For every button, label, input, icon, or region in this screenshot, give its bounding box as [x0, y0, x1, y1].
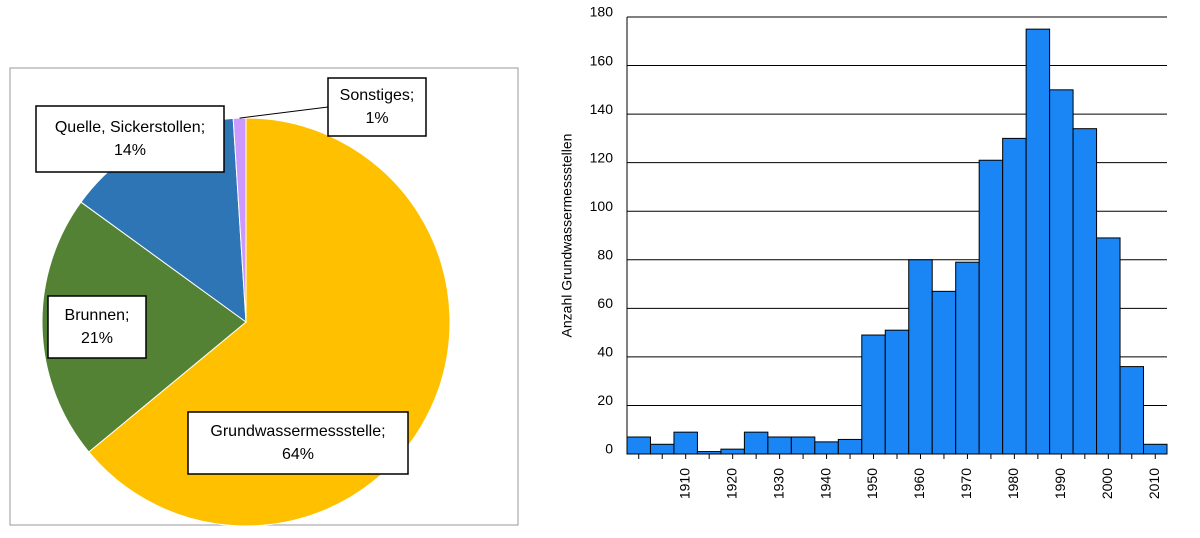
slice-name: Brunnen; — [65, 307, 130, 324]
y-tick-label: 40 — [597, 344, 613, 360]
bar — [767, 436, 792, 455]
bar — [673, 431, 698, 455]
bar — [978, 159, 1004, 455]
x-tick-label: 1990 — [1052, 468, 1068, 499]
slice-name: Sonstiges; — [340, 87, 415, 104]
bar — [884, 329, 910, 455]
x-tick-label: 1960 — [911, 468, 927, 499]
bar — [696, 451, 722, 455]
bar — [1025, 28, 1051, 455]
x-tick-label: 2000 — [1099, 468, 1115, 499]
bar — [1049, 89, 1074, 455]
pie-chart: Grundwassermessstelle; 64% Brunnen; 21% Quel… — [35, 77, 451, 527]
slice-name: Grundwassermessstelle; — [210, 423, 385, 440]
y-tick-label: 0 — [605, 441, 613, 457]
x-tick-label: 1940 — [817, 468, 833, 499]
y-tick-label: 20 — [597, 392, 613, 408]
y-tick-label: 180 — [590, 4, 614, 20]
bar-chart: 0 20 40 60 80 100 120 140 160 180 Anzahl Grundwass… — [559, 4, 1168, 499]
bar — [931, 290, 957, 455]
bar — [1143, 443, 1168, 455]
y-tick-label: 100 — [590, 198, 614, 214]
x-tick-label: 1920 — [723, 468, 739, 499]
slice-value-label: 14% — [114, 142, 146, 159]
bar — [790, 436, 816, 455]
slice-value-label: 64% — [282, 446, 314, 463]
bar — [720, 448, 745, 455]
bar — [1002, 137, 1027, 455]
bar — [837, 438, 863, 455]
x-tick-label: 1950 — [864, 468, 880, 499]
bar — [743, 431, 769, 455]
bar — [1119, 366, 1145, 455]
bar — [626, 436, 651, 455]
bar — [861, 334, 886, 455]
slice-name: Quelle, Sickerstollen; — [55, 119, 205, 136]
bar — [908, 259, 933, 455]
bar — [1096, 237, 1121, 455]
x-tick-label: 1910 — [676, 468, 692, 499]
y-tick-label: 160 — [590, 52, 614, 68]
label-box — [47, 295, 147, 359]
y-tick-label: 60 — [597, 295, 613, 311]
y-tick-label: 120 — [590, 149, 614, 165]
x-tick-label: 1980 — [1005, 468, 1021, 499]
bar — [1072, 128, 1098, 455]
slice-value-label: 1% — [365, 110, 388, 127]
x-tick-label: 1970 — [958, 468, 974, 499]
x-tick-label: 2010 — [1146, 468, 1162, 499]
leader-line — [239, 106, 329, 119]
y-tick-label: 140 — [590, 101, 614, 117]
y-tick-label: 80 — [597, 246, 613, 262]
bar — [814, 441, 839, 455]
bar — [649, 443, 675, 455]
slice-value-label: 21% — [81, 330, 113, 347]
y-axis-label: Anzahl Grundwassermessstellen — [559, 134, 575, 338]
x-tick-label: 1930 — [770, 468, 786, 499]
bar — [955, 261, 980, 455]
label-box — [187, 411, 409, 475]
label-box — [327, 77, 427, 137]
label-box — [35, 105, 225, 173]
